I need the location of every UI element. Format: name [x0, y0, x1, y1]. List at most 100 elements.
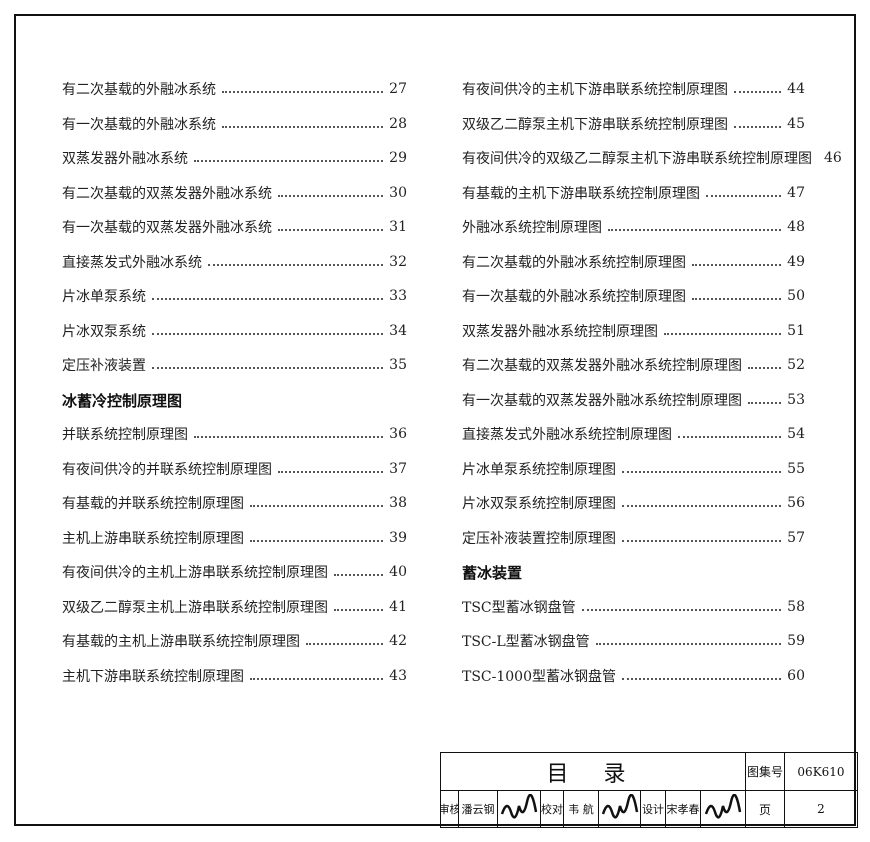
entry-page: 59 — [787, 633, 805, 649]
entry-page: 49 — [787, 253, 805, 270]
entry-title: 有夜间供冷的并联系统控制原理图 — [62, 461, 272, 478]
toc-entry: 片冰双泵系统控制原理图 56 — [462, 492, 805, 514]
entry-page: 55 — [787, 460, 805, 477]
entry-page: 48 — [787, 219, 805, 235]
atlas-label: 图集号 — [745, 752, 785, 791]
entry-page: 50 — [787, 288, 805, 304]
toc-entry: 有基载的主机上游串联系统控制原理图 42 — [62, 630, 407, 652]
entry-title: TSC型蓄冰钢盘管 — [462, 599, 576, 616]
toc-entry: 有一次基载的双蒸发器外融冰系统 31 — [62, 216, 407, 238]
dot-leader — [748, 401, 782, 404]
toc-entry: 有一次基载的双蒸发器外融冰系统控制原理图 53 — [462, 389, 805, 411]
dot-leader — [748, 367, 782, 369]
dot-leader — [622, 470, 782, 473]
dot-leader — [152, 298, 384, 300]
entry-page: 31 — [389, 219, 407, 235]
entry-title: 有夜间供冷的主机下游串联系统控制原理图 — [462, 82, 728, 98]
entry-page: 56 — [787, 495, 805, 511]
entry-title: 有一次基载的外融冰系统 — [62, 116, 216, 133]
entry-title: 有二次基载的外融冰系统 — [62, 82, 216, 98]
toc-entry: 双蒸发器外融冰系统 29 — [62, 147, 407, 169]
toc-entry: 双级乙二醇泵主机下游串联系统控制原理图 45 — [462, 113, 805, 135]
dot-leader — [194, 160, 384, 162]
entry-title: 有基载的主机上游串联系统控制原理图 — [62, 634, 300, 650]
signature — [598, 790, 641, 828]
toc-entry: 有夜间供冷的并联系统控制原理图 37 — [62, 458, 407, 480]
entry-page: 58 — [787, 598, 805, 615]
entry-title: 定压补液装置控制原理图 — [462, 530, 616, 547]
toc-entry: 主机上游串联系统控制原理图 39 — [62, 527, 407, 549]
dot-leader — [734, 125, 782, 128]
entry-title: 有基载的主机下游串联系统控制原理图 — [462, 185, 700, 202]
entry-title: 双级乙二醇泵主机上游串联系统控制原理图 — [62, 599, 328, 616]
dot-leader — [622, 677, 782, 680]
entry-title: 有夜间供冷的双级乙二醇泵主机下游串联系统控制原理图 — [462, 151, 812, 167]
entry-page: 28 — [389, 115, 407, 132]
dot-leader — [194, 436, 384, 438]
role-name: 韦 航 — [563, 790, 599, 828]
toc-entry: 片冰单泵系统 33 — [62, 285, 407, 307]
entry-title: 并联系统控制原理图 — [62, 427, 188, 443]
entry-page: 57 — [787, 529, 805, 546]
dot-leader — [706, 194, 782, 197]
dot-leader — [278, 229, 384, 231]
entry-page: 27 — [389, 81, 407, 97]
entry-page: 32 — [389, 253, 407, 270]
entry-page: 37 — [389, 460, 407, 477]
toc-entry: 直接蒸发式外融冰系统控制原理图 54 — [462, 423, 805, 445]
dot-leader — [622, 505, 782, 507]
entry-title: 双蒸发器外融冰系统 — [62, 151, 188, 167]
signature-scribble — [500, 794, 538, 819]
entry-page: 34 — [389, 322, 407, 339]
toc-entry: 主机下游串联系统控制原理图 43 — [62, 665, 407, 687]
toc-entry: 有二次基载的外融冰系统控制原理图 49 — [462, 251, 805, 273]
entry-title: 片冰双泵系统控制原理图 — [462, 496, 616, 512]
dot-leader — [678, 436, 782, 438]
entry-page: 53 — [787, 391, 805, 408]
signature — [497, 790, 541, 828]
entry-page: 36 — [389, 426, 407, 442]
toc-entry: 有二次基载的外融冰系统 27 — [62, 78, 407, 100]
section-heading: 蓄冰装置 — [462, 564, 523, 582]
entry-page: 46 — [824, 150, 842, 166]
toc-entry: 有基载的主机下游串联系统控制原理图 47 — [462, 182, 805, 204]
toc-entry: TSC型蓄冰钢盘管 58 — [462, 596, 805, 618]
entry-page: 47 — [787, 184, 805, 201]
role-name: 潘云钢 — [458, 790, 498, 828]
entry-page: 43 — [389, 667, 407, 684]
dot-leader — [152, 367, 384, 369]
entry-page: 35 — [389, 357, 407, 373]
entry-title: 有基载的并联系统控制原理图 — [62, 496, 244, 512]
signature — [700, 790, 746, 828]
entry-title: 有一次基载的外融冰系统控制原理图 — [462, 289, 686, 305]
entry-page: 38 — [389, 495, 407, 511]
dot-leader — [250, 539, 384, 542]
entry-title: 片冰单泵系统 — [62, 289, 146, 305]
title-cell: 目 录 — [440, 752, 746, 791]
entry-title: 有一次基载的双蒸发器外融冰系统控制原理图 — [462, 392, 742, 409]
dot-leader — [208, 263, 384, 266]
entry-title: 片冰单泵系统控制原理图 — [462, 461, 616, 478]
entry-page: 54 — [787, 426, 805, 442]
toc-entry: 有一次基载的外融冰系统控制原理图 50 — [462, 285, 805, 307]
entry-title: 有夜间供冷的主机上游串联系统控制原理图 — [62, 565, 328, 581]
entry-title: 有二次基载的双蒸发器外融冰系统控制原理图 — [462, 358, 742, 374]
dot-leader — [334, 574, 384, 576]
entry-page: 52 — [787, 357, 805, 373]
entry-title: TSC-L型蓄冰钢盘管 — [462, 634, 590, 650]
toc-entry: 双蒸发器外融冰系统控制原理图 51 — [462, 320, 805, 342]
toc-entry: 片冰单泵系统控制原理图 55 — [462, 458, 805, 480]
entry-title: 直接蒸发式外融冰系统 — [62, 254, 202, 271]
dot-leader — [152, 332, 384, 335]
frame — [14, 14, 856, 826]
entry-title: 有一次基载的双蒸发器外融冰系统 — [62, 220, 272, 236]
toc-entry: 有基载的并联系统控制原理图 38 — [62, 492, 407, 514]
section-heading: 冰蓄冷控制原理图 — [62, 391, 183, 410]
toc-entry: 定压补液装置控制原理图 57 — [462, 527, 805, 549]
toc-entry: 有二次基载的双蒸发器外融冰系统 30 — [62, 182, 407, 204]
entry-page: 41 — [389, 598, 407, 615]
entry-page: 40 — [389, 564, 407, 580]
toc-entry: 有夜间供冷的主机下游串联系统控制原理图 44 — [462, 78, 805, 100]
toc-entry: 双级乙二醇泵主机上游串联系统控制原理图 41 — [62, 596, 407, 618]
